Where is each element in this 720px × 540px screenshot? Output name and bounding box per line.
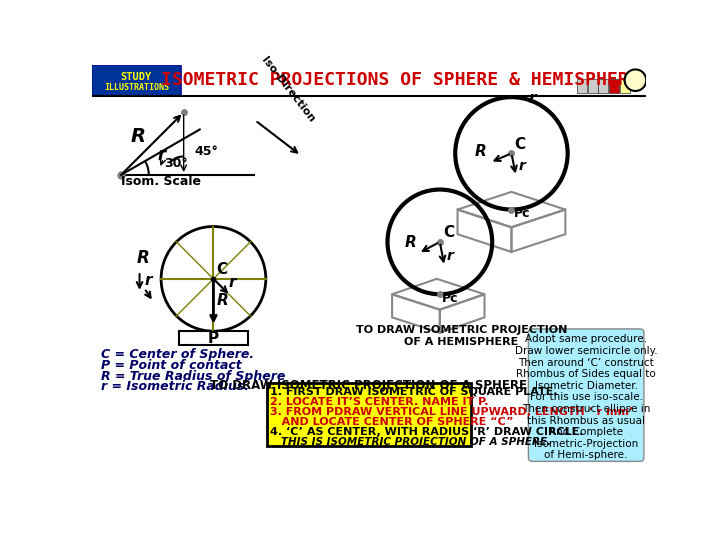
Circle shape <box>625 70 647 91</box>
Text: R: R <box>131 127 146 146</box>
Text: Pc: Pc <box>514 207 530 220</box>
Bar <box>577 79 587 92</box>
Text: R = True Radius of Sphere: R = True Radius of Sphere <box>101 370 285 383</box>
Bar <box>588 79 598 92</box>
Text: 4. ‘C’ AS CENTER, WITH RADIUS ‘R’ DRAW CIRCLE.: 4. ‘C’ AS CENTER, WITH RADIUS ‘R’ DRAW C… <box>271 427 584 437</box>
Text: C: C <box>444 225 455 240</box>
Text: Pc: Pc <box>442 292 459 305</box>
Text: R: R <box>217 293 228 308</box>
FancyBboxPatch shape <box>92 65 181 96</box>
Text: ISOMETRIC PROJECTIONS OF SPHERE & HEMISPHERE: ISOMETRIC PROJECTIONS OF SPHERE & HEMISP… <box>161 71 639 89</box>
Text: Iso-Direction: Iso-Direction <box>260 55 317 124</box>
Text: C: C <box>515 137 526 152</box>
Text: 45°: 45° <box>194 145 218 158</box>
Text: P: P <box>208 330 219 346</box>
Text: STUDY: STUDY <box>121 72 152 83</box>
Text: R: R <box>137 249 149 267</box>
Text: 30°: 30° <box>164 157 188 170</box>
Text: TO DRAW ISOMETRIC PROJECTION
OF A HEMISPHERE: TO DRAW ISOMETRIC PROJECTION OF A HEMISP… <box>356 325 567 347</box>
Text: Isom. Scale: Isom. Scale <box>121 175 201 188</box>
Text: R: R <box>474 144 486 159</box>
Text: R: R <box>405 234 416 249</box>
Text: r: r <box>528 91 536 106</box>
Text: r: r <box>518 159 526 173</box>
Text: r = Isometric Radius.: r = Isometric Radius. <box>101 381 249 394</box>
Bar <box>267 383 472 446</box>
Text: TO DRAW ISOMETRIC PROJECTION OF A SPHERE: TO DRAW ISOMETRIC PROJECTION OF A SPHERE <box>210 379 528 392</box>
Bar <box>620 79 630 92</box>
Text: Adopt same procedure.
Draw lower semicircle only.
Then around ‘C’ construct
Rhom: Adopt same procedure. Draw lower semicir… <box>515 334 657 460</box>
Text: 3. FROM PDRAW VERTICAL LINE UPWARD, LENGTH ‘ r mm’: 3. FROM PDRAW VERTICAL LINE UPWARD, LENG… <box>271 407 634 417</box>
Text: C: C <box>217 262 228 277</box>
Text: r: r <box>229 274 236 289</box>
Bar <box>179 331 248 345</box>
Text: 2. LOCATE IT’S CENTER. NAME IT P.: 2. LOCATE IT’S CENTER. NAME IT P. <box>271 397 489 407</box>
Bar <box>598 79 608 92</box>
Text: r: r <box>144 273 152 288</box>
Text: ILLUSTRATIONS: ILLUSTRATIONS <box>104 83 169 92</box>
FancyBboxPatch shape <box>528 329 644 461</box>
Text: 17: 17 <box>626 73 645 87</box>
Text: AND LOCATE CENTER OF SPHERE “C”: AND LOCATE CENTER OF SPHERE “C” <box>271 417 514 427</box>
Text: r: r <box>158 146 166 164</box>
Text: 1. FIRST DRAW ISOMETRIC OF SQUARE PLATE.: 1. FIRST DRAW ISOMETRIC OF SQUARE PLATE. <box>271 387 558 397</box>
Text: P = Point of contact: P = Point of contact <box>101 359 242 372</box>
Text: r: r <box>447 249 454 264</box>
Text: C = Center of Sphere.: C = Center of Sphere. <box>101 348 254 361</box>
Bar <box>609 79 619 92</box>
Text: THIS IS ISOMETRIC PROJECTION OF A SPHERE.: THIS IS ISOMETRIC PROJECTION OF A SPHERE… <box>271 437 552 447</box>
